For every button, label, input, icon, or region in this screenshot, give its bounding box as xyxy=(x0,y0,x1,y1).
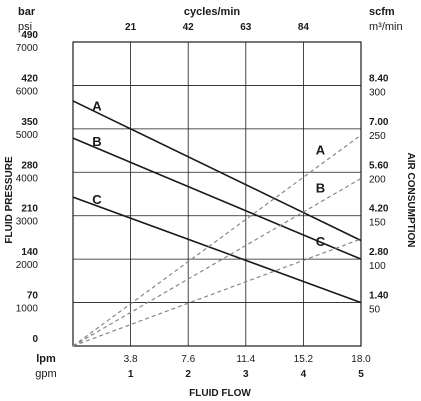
y2-axis-title: AIR CONSUMPTION xyxy=(405,153,416,248)
bottom-tick-lpm: 7.6 xyxy=(181,354,195,365)
left-tick-bar: 490 xyxy=(21,30,38,41)
right-tick-scfm: 2.80 xyxy=(369,247,389,258)
left-axis-ticks: 490 7000 420 6000 350 5000 280 4000 210 3000 140 20… xyxy=(16,30,39,345)
left-tick-bar: 0 xyxy=(32,334,38,345)
left-tick-psi: 5000 xyxy=(16,130,39,141)
right-tick-m3min: 100 xyxy=(369,261,386,272)
bottom-unit-lpm: lpm xyxy=(36,353,56,365)
left-tick-bar: 350 xyxy=(21,117,38,128)
air-line-a xyxy=(72,134,362,347)
bottom-axis-ticks: 3.8 1 7.6 2 11.4 3 15.2 4 18.0 5 xyxy=(124,354,372,380)
right-unit-scfm: scfm xyxy=(369,6,395,18)
top-tick-label: 63 xyxy=(240,22,252,33)
y-axis-title: FLUID PRESSURE xyxy=(4,156,15,244)
air-label-b: B xyxy=(316,181,325,196)
right-tick-scfm: 4.20 xyxy=(369,204,389,215)
right-tick-scfm: 1.40 xyxy=(369,291,389,302)
pressure-line-a xyxy=(72,100,362,242)
right-unit-m3min: m³/min xyxy=(369,21,403,33)
right-tick-m3min: 50 xyxy=(369,305,381,316)
right-axis-ticks: 8.40 300 7.00 250 5.60 200 4.20 150 2.80 100 1.40 5… xyxy=(369,73,389,315)
bottom-tick-gpm: 5 xyxy=(358,369,364,380)
pressure-line-b xyxy=(72,137,362,260)
left-tick-bar: 280 xyxy=(21,160,38,171)
right-tick-m3min: 200 xyxy=(369,174,386,185)
left-tick-psi: 4000 xyxy=(16,173,39,184)
right-tick-scfm: 8.40 xyxy=(369,73,389,84)
left-tick-psi: 6000 xyxy=(16,86,39,97)
left-tick-bar: 70 xyxy=(27,291,39,302)
pressure-label-a: A xyxy=(92,99,102,114)
right-tick-scfm: 5.60 xyxy=(369,160,389,171)
left-tick-psi: 1000 xyxy=(16,304,39,315)
left-unit-bar: bar xyxy=(18,6,36,18)
bottom-tick-lpm: 15.2 xyxy=(294,354,314,365)
top-tick-label: 84 xyxy=(298,22,310,33)
left-tick-psi: 3000 xyxy=(16,217,39,228)
right-tick-m3min: 150 xyxy=(369,218,386,229)
top-tick-label: 21 xyxy=(125,22,137,33)
left-tick-psi: 7000 xyxy=(16,43,39,54)
air-label-a: A xyxy=(316,142,326,157)
series-labels: A B C A B C xyxy=(92,99,325,249)
left-tick-psi: 2000 xyxy=(16,260,39,271)
plot-frame xyxy=(72,41,362,347)
pressure-label-b: B xyxy=(92,134,101,149)
left-tick-bar: 210 xyxy=(21,204,38,215)
right-tick-m3min: 300 xyxy=(369,87,386,98)
bottom-tick-lpm: 3.8 xyxy=(124,354,138,365)
top-tick-label: 42 xyxy=(183,22,195,33)
bottom-tick-gpm: 3 xyxy=(243,369,249,380)
right-tick-m3min: 250 xyxy=(369,131,386,142)
air-line-c xyxy=(72,238,362,347)
bottom-tick-gpm: 1 xyxy=(128,369,134,380)
top-axis-ticks: 21 42 63 84 xyxy=(125,22,309,33)
top-unit-cycles: cycles/min xyxy=(184,6,241,18)
bottom-tick-lpm: 18.0 xyxy=(351,354,371,365)
pressure-line-c xyxy=(72,196,362,304)
x-axis-title: FLUID FLOW xyxy=(189,388,251,399)
series-lines xyxy=(72,100,362,347)
bottom-unit-gpm: gpm xyxy=(35,368,56,380)
air-label-c: C xyxy=(316,234,326,249)
bottom-tick-lpm: 11.4 xyxy=(236,354,255,365)
left-tick-bar: 140 xyxy=(21,247,38,258)
left-unit-psi: psi xyxy=(18,21,32,33)
pressure-label-c: C xyxy=(92,192,102,207)
bottom-tick-gpm: 2 xyxy=(185,369,191,380)
bottom-tick-gpm: 4 xyxy=(301,369,307,380)
chart-grid xyxy=(73,42,361,346)
left-tick-bar: 420 xyxy=(21,73,38,84)
right-tick-scfm: 7.00 xyxy=(369,117,389,128)
air-line-b xyxy=(72,177,362,347)
